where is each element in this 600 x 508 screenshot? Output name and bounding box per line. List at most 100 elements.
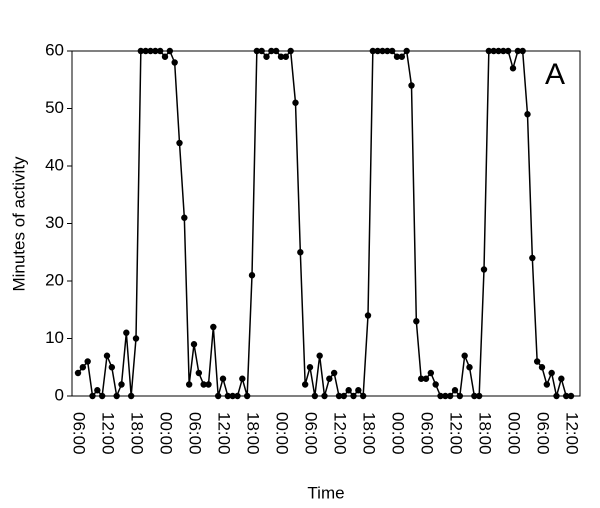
data-point [147,47,154,55]
data-point [156,47,164,55]
data-point [161,53,169,60]
x-tick-label: 06:00 [534,412,553,455]
data-point [393,53,401,60]
data-point [152,47,159,55]
data-point [427,369,435,377]
data-point [171,59,178,66]
data-point [132,335,140,342]
data-point [500,47,507,55]
data-point [345,387,352,394]
data-point [263,53,270,60]
data-point [471,392,478,400]
data-point [272,47,280,55]
data-point [384,47,391,55]
data-point [79,364,87,371]
data-point [94,387,101,394]
data-point [490,47,497,55]
data-point [239,375,246,382]
data-point [398,53,406,60]
data-point [422,375,430,382]
data-point [335,392,343,400]
data-point [214,392,222,400]
data-point [316,352,323,359]
x-tick-label: 00:00 [157,412,176,455]
data-point [176,139,183,147]
data-point [277,53,285,60]
data-point [417,375,425,382]
x-tick-label: 00:00 [505,412,524,455]
data-point [543,381,551,388]
data-point [123,329,130,336]
data-point [98,392,106,400]
data-point [282,53,290,60]
data-point [504,47,512,55]
data-point [519,47,526,55]
x-tick-label: 00:00 [389,412,408,455]
y-tick-label: 20 [45,270,64,289]
x-tick-label: 12:00 [215,412,234,455]
x-tick-label: 12:00 [99,412,118,455]
data-point [166,47,174,55]
data-point [558,375,565,382]
data-point [205,381,212,388]
data-point [485,47,493,55]
data-point [413,318,420,325]
x-tick-label: 06:00 [302,412,321,455]
data-point [350,392,357,400]
data-point [219,375,227,382]
data-point [514,47,522,55]
data-point [84,358,91,365]
x-tick-label: 06:00 [70,412,89,455]
data-point [190,341,198,348]
y-tick-label: 40 [45,155,64,174]
y-tick-label: 10 [45,328,64,347]
x-tick-label: 18:00 [360,412,379,455]
data-point [89,392,96,400]
data-point [379,47,386,55]
data-point [253,47,261,55]
data-point [248,272,256,279]
data-point [408,82,415,89]
data-point [538,364,546,371]
data-point [456,392,464,400]
y-tick-label: 50 [45,98,64,117]
data-point [311,392,319,400]
data-point [437,392,444,400]
data-point [301,381,309,388]
data-point [548,369,555,377]
y-axis-label: Minutes of activity [9,156,28,292]
x-tick-label: 18:00 [244,412,263,455]
data-point [224,392,232,400]
data-point [306,364,314,371]
plot-frame [71,50,581,397]
data-point [466,364,473,371]
data-point [210,323,217,331]
data-point [74,369,82,377]
y-tick-label: 0 [55,385,64,404]
data-point [330,369,338,377]
data-point [461,352,468,359]
x-tick-label: 12:00 [447,412,466,455]
data-point [374,47,381,55]
data-point [118,381,125,388]
data-point [127,392,135,400]
panel-annotation: A [545,58,565,91]
x-tick-label: 18:00 [128,412,147,455]
data-point [480,266,488,273]
data-point [553,392,560,400]
data-point [388,47,396,55]
x-tick-label: 06:00 [186,412,205,455]
data-point [292,99,299,106]
data-point [195,369,203,377]
data-point [529,254,536,262]
data-point [243,392,251,400]
data-point [359,392,367,400]
data-point [297,249,304,256]
data-point [340,392,348,400]
data-point [185,381,193,388]
data-point [475,392,483,400]
data-point [321,392,328,400]
x-tick-label: 00:00 [273,412,292,455]
data-point [287,47,294,55]
